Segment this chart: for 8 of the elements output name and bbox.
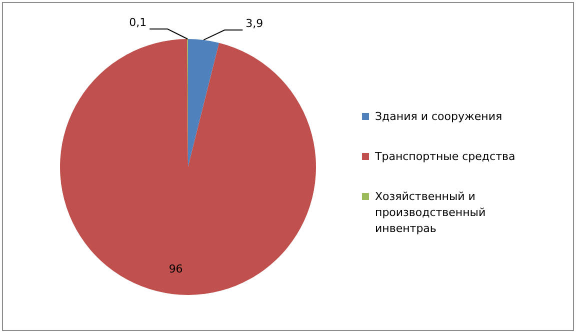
data-label: 96 bbox=[168, 262, 183, 276]
pie-slice bbox=[188, 39, 220, 167]
data-label: 3,9 bbox=[246, 17, 264, 30]
legend-label: Здания и сооружения bbox=[375, 110, 502, 123]
legend-label: Хозяйственный и производственный инвентраь bbox=[375, 190, 486, 235]
legend-label: Транспортные средства bbox=[374, 150, 516, 163]
data-label: 0,1 bbox=[129, 16, 147, 29]
pie-slice bbox=[60, 39, 316, 295]
